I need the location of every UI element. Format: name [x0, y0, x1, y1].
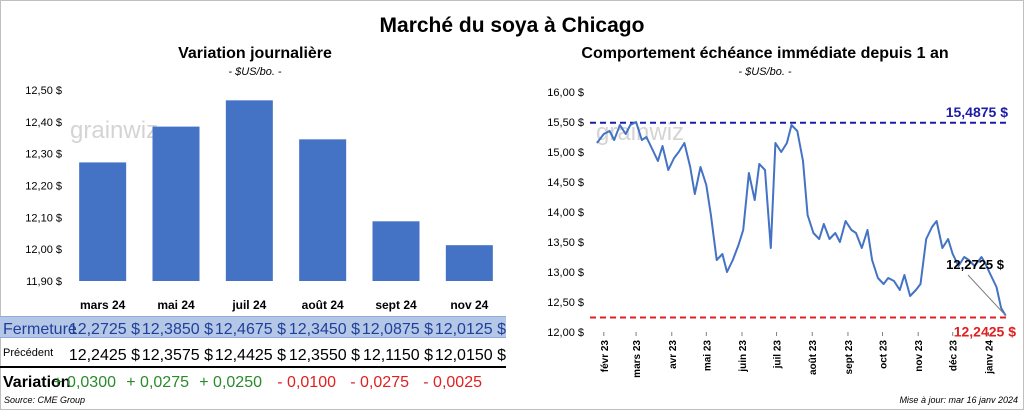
y-tick-label: 12,10 $	[25, 212, 62, 224]
price-series-line	[596, 121, 1007, 317]
variation-value: - 0,0100	[277, 374, 336, 391]
watermark-text: grainwiz	[70, 117, 158, 144]
close-row-label: Fermeture	[3, 321, 77, 338]
previous-value: 12,3575 $	[141, 347, 213, 364]
x-tick-label: sept 23	[844, 340, 855, 375]
y-tick-label: 13,50 $	[547, 237, 584, 249]
last-value-leader	[967, 274, 1007, 316]
max-value-label: 15,4875 $	[946, 104, 1008, 120]
x-tick-label: juil 23	[773, 340, 784, 370]
bar	[445, 245, 493, 281]
y-tick-label: 14,50 $	[547, 177, 584, 189]
previous-value: 12,4425 $	[214, 347, 286, 364]
left-panel-subtitle: - $US/bo. -	[228, 66, 282, 78]
previous-row-label: Précédent	[3, 347, 54, 359]
bar-chart: grainwiz 11,90 $ 12,00 $ 12,10 $ 12,20 $ 12,3…	[25, 85, 493, 312]
right-panel-title: Comportement échéance immédiate depuis 1…	[581, 45, 949, 62]
table-divider	[0, 366, 506, 368]
y-tick-label: 12,40 $	[25, 117, 62, 129]
x-tick-label: juin 23	[738, 340, 749, 373]
bar	[372, 221, 420, 281]
close-value: 12,2725 $	[68, 321, 140, 338]
y-tick-label: 12,00 $	[25, 244, 62, 256]
x-tick-label: août 23	[808, 340, 819, 375]
y-tick-label: 15,50 $	[547, 117, 584, 129]
bar	[79, 162, 127, 281]
main-title: Marché du soya à Chicago	[379, 14, 645, 37]
close-row: Fermeture 12,2725 $ 12,3850 $ 12,4675 $ …	[0, 316, 506, 338]
last-value-label: 12,2725 $	[946, 257, 1005, 272]
bar	[225, 100, 273, 282]
x-tick-label: mars 24	[80, 298, 126, 312]
variation-row: Variation + 0,0300 + 0,0275 + 0,0250 - 0…	[0, 370, 506, 392]
x-tick-label: août 24	[302, 298, 344, 312]
x-tick-label: mai 23	[702, 340, 713, 372]
close-value: 12,0125 $	[434, 321, 506, 338]
x-tick-label: mai 24	[157, 298, 195, 312]
x-tick-label: nov 23	[914, 340, 925, 372]
y-tick-label: 12,20 $	[25, 181, 62, 193]
previous-value: 12,1150 $	[363, 347, 433, 364]
variation-value: - 0,0025	[423, 374, 482, 391]
x-tick-label: févr 23	[600, 340, 611, 373]
x-tick-label: juil 24	[231, 298, 266, 312]
x-tick-label: avr 23	[668, 340, 679, 369]
previous-value: 12,0150 $	[434, 347, 506, 364]
update-note: Mise à jour: mar 16 janv 2024	[899, 395, 1018, 405]
y-tick-label: 12,50 $	[25, 85, 62, 97]
previous-value: 12,2425 $	[68, 347, 140, 364]
variation-value: - 0,0275	[350, 374, 409, 391]
bar	[152, 126, 200, 281]
y-tick-label: 12,30 $	[25, 149, 62, 161]
y-tick-label: 12,50 $	[547, 297, 584, 309]
x-tick-label: janv 24	[984, 340, 995, 375]
x-tick-label: mars 23	[632, 340, 643, 378]
y-tick-label: 12,00 $	[547, 327, 584, 339]
variation-row-label: Variation	[3, 374, 71, 391]
close-value: 12,3850 $	[141, 321, 213, 338]
x-tick-label: oct 23	[878, 340, 889, 369]
x-tick-label: nov 24	[450, 298, 488, 312]
close-value: 12,3450 $	[288, 321, 360, 338]
right-panel-subtitle: - $US/bo. -	[738, 66, 792, 78]
variation-value: + 0,0250	[199, 374, 262, 391]
source-note: Source: CME Group	[4, 395, 86, 405]
variation-value: + 0,0275	[126, 374, 189, 391]
x-tick-label: sept 24	[375, 298, 417, 312]
y-tick-label: 15,00 $	[547, 147, 584, 159]
variation-value: + 0,0300	[53, 374, 116, 391]
y-tick-label: 13,00 $	[547, 267, 584, 279]
previous-row: Précédent 12,2425 $ 12,3575 $ 12,4425 $ …	[0, 343, 506, 365]
close-value: 12,0875 $	[361, 321, 433, 338]
x-tick-label: déc 23	[949, 340, 960, 372]
previous-value: 12,3550 $	[288, 347, 360, 364]
left-panel-title: Variation journalière	[178, 45, 332, 62]
y-tick-label: 16,00 $	[547, 87, 584, 99]
bar	[299, 139, 347, 281]
y-tick-label: 11,90 $	[26, 276, 62, 288]
y-tick-label: 14,00 $	[547, 207, 584, 219]
min-value-label: 12,2425 $	[954, 323, 1016, 339]
close-value: 12,4675 $	[214, 321, 286, 338]
